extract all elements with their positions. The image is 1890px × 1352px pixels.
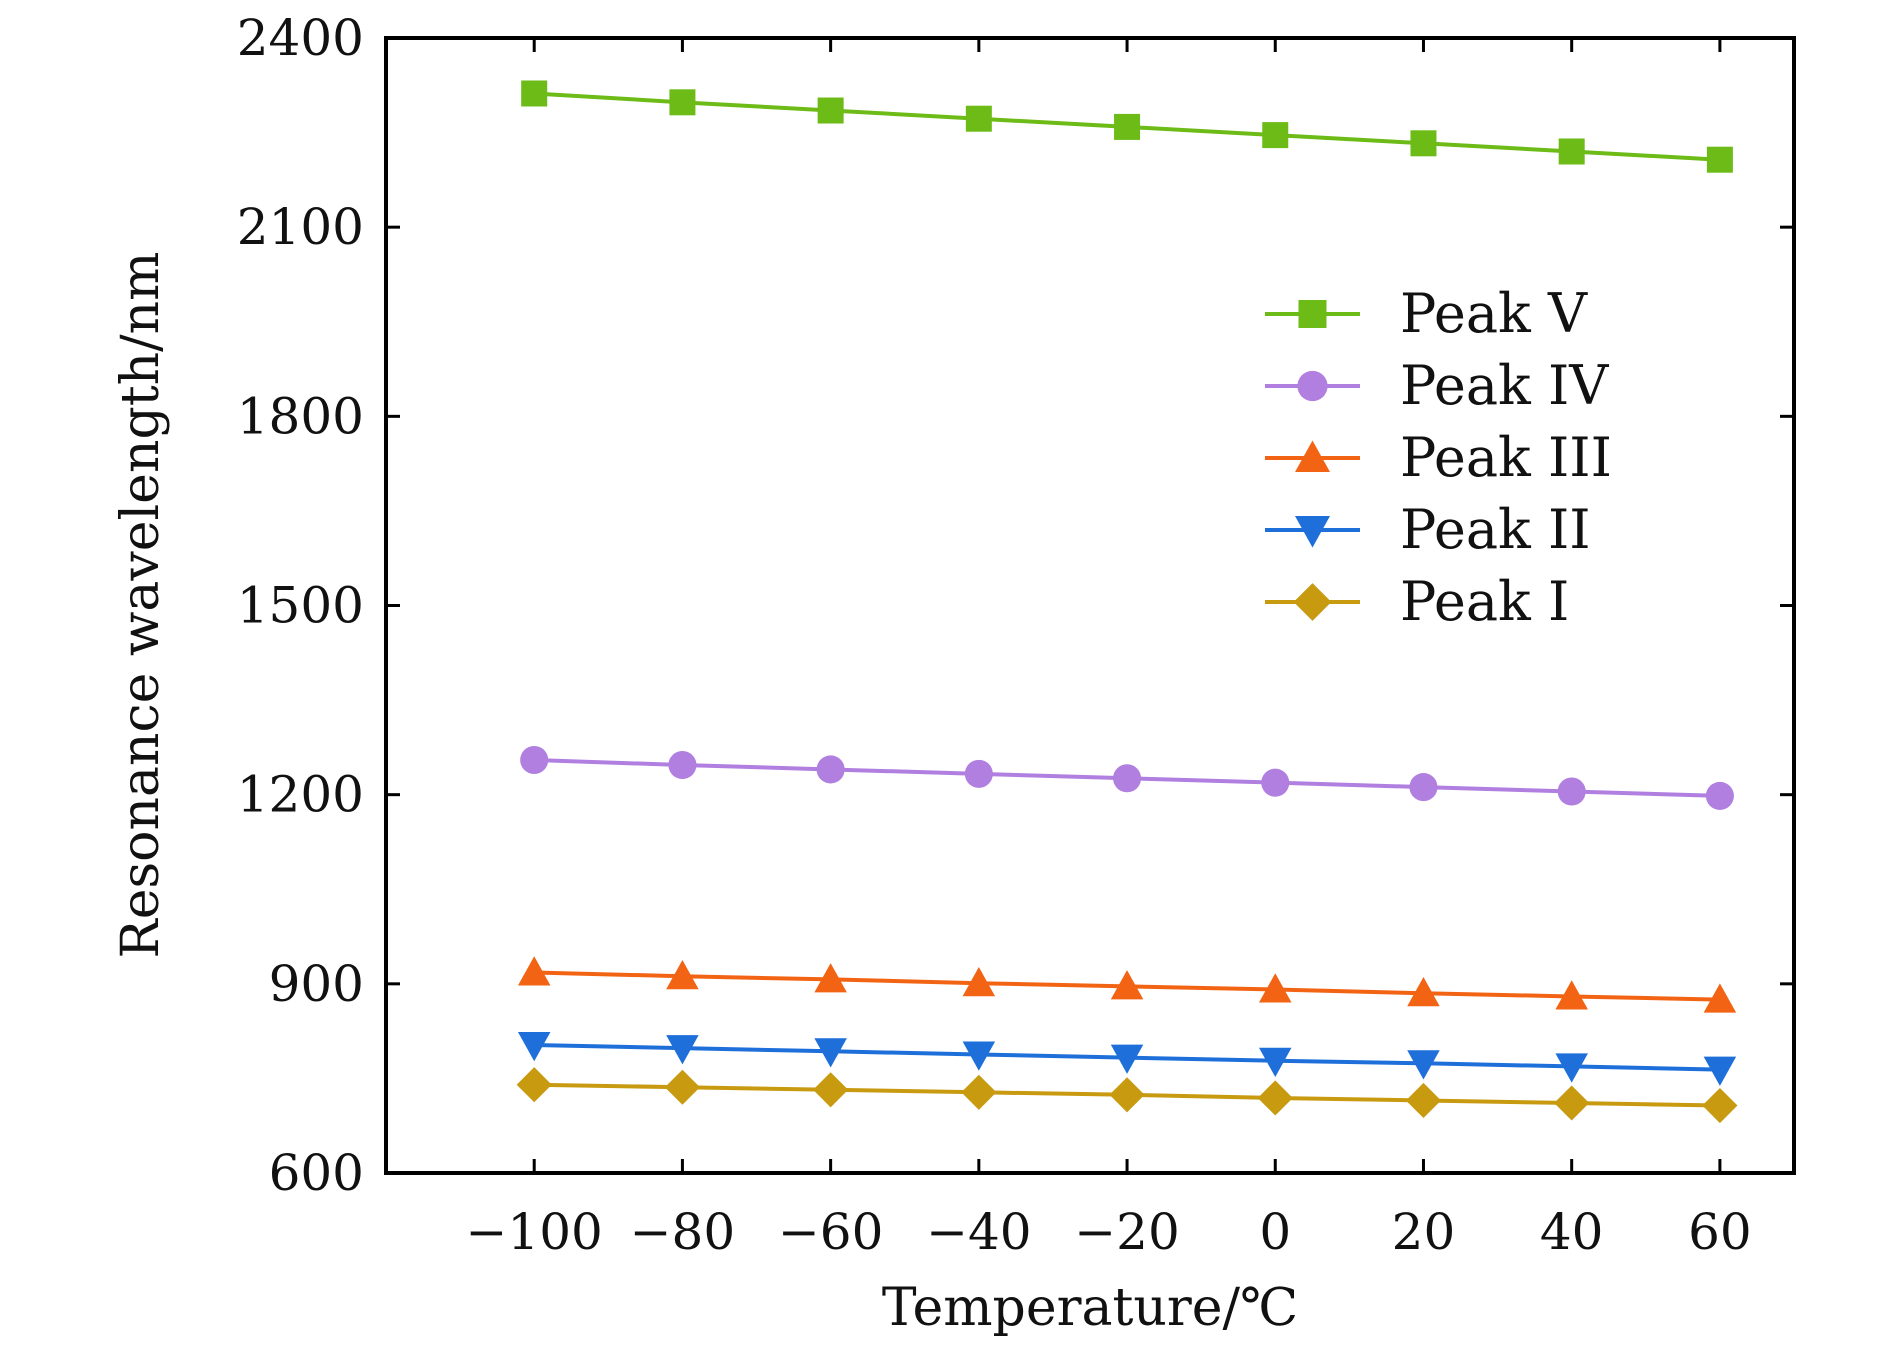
legend-label-peak-v: Peak V xyxy=(1400,282,1588,345)
data-point-peak-ii xyxy=(1259,1047,1292,1078)
data-point-peak-v xyxy=(965,105,992,132)
data-point-peak-iii xyxy=(814,963,847,993)
y-tick-label: 600 xyxy=(269,1144,364,1202)
data-point-peak-ii xyxy=(666,1035,699,1065)
legend-label-peak-iv: Peak IV xyxy=(1400,354,1609,417)
legend-label-peak-i: Peak I xyxy=(1400,570,1569,633)
data-point-peak-iv xyxy=(1113,764,1142,793)
data-point-peak-i xyxy=(1554,1085,1590,1121)
legend-label-peak-iii: Peak III xyxy=(1400,426,1612,489)
data-point-peak-i xyxy=(664,1069,700,1105)
data-point-peak-iii xyxy=(962,966,996,997)
data-point-peak-iii xyxy=(517,956,551,986)
legend: Peak V Peak IV Peak III Peak II Peak I xyxy=(1265,282,1612,633)
x-axis-title: Temperature/℃ xyxy=(882,1278,1298,1338)
x-tick-label: 0 xyxy=(1259,1203,1291,1261)
data-point-peak-ii xyxy=(962,1041,996,1071)
data-point-peak-iii xyxy=(1110,970,1144,1000)
y-tick-label: 2100 xyxy=(237,198,364,256)
data-point-peak-v xyxy=(521,80,548,107)
data-point-peak-v xyxy=(1410,130,1437,157)
y-tick-label: 1500 xyxy=(237,577,364,635)
data-point-peak-iv xyxy=(1705,781,1734,810)
data-point-peak-iii xyxy=(1259,973,1292,1003)
legend-label-peak-ii: Peak II xyxy=(1400,498,1591,561)
data-point-peak-iv xyxy=(520,745,549,775)
data-point-peak-iv xyxy=(1409,773,1438,802)
y-tick-label: 2400 xyxy=(237,9,364,67)
data-point-peak-ii xyxy=(814,1038,847,1068)
data-point-peak-ii xyxy=(1110,1044,1144,1074)
data-point-peak-iii xyxy=(1407,977,1440,1007)
data-point-peak-iv xyxy=(964,759,993,788)
data-point-peak-ii xyxy=(1407,1050,1440,1080)
x-tick-label: 40 xyxy=(1540,1203,1604,1261)
data-point-peak-i xyxy=(1109,1077,1145,1113)
data-point-peak-iii xyxy=(666,960,699,990)
x-tick-label: −60 xyxy=(778,1203,884,1261)
legend-marker-peak-iii xyxy=(1295,440,1330,472)
data-point-peak-v xyxy=(1558,138,1585,165)
data-point-peak-i xyxy=(516,1067,552,1103)
series-layer xyxy=(516,80,1738,1124)
data-point-peak-v xyxy=(669,89,696,116)
x-tick-label: −100 xyxy=(466,1203,603,1261)
x-tick-label: −40 xyxy=(926,1203,1032,1261)
data-point-peak-iv xyxy=(668,750,697,780)
data-point-peak-i xyxy=(1257,1080,1293,1116)
legend-marker-peak-iv xyxy=(1297,370,1328,402)
y-tick-label: 1800 xyxy=(237,387,364,445)
data-point-peak-v xyxy=(817,97,844,124)
y-tick-label: 900 xyxy=(269,955,364,1013)
data-point-peak-iv xyxy=(816,755,845,784)
x-tick-label: −80 xyxy=(630,1203,736,1261)
data-point-peak-i xyxy=(961,1074,997,1110)
ticks-layer: −100 −80 −60 −40 −20 0 20 40 60 600 900 1200 1500 180… xyxy=(237,9,1794,1261)
data-point-peak-iii xyxy=(1555,980,1588,1010)
y-axis-title: Resonance wavelength/nm xyxy=(111,252,171,959)
data-point-peak-iv xyxy=(1557,777,1586,806)
data-point-peak-v xyxy=(1262,122,1289,149)
data-point-peak-v xyxy=(1114,113,1141,140)
data-point-peak-i xyxy=(1702,1087,1738,1124)
data-point-peak-iii xyxy=(1703,983,1737,1013)
legend-marker-peak-i xyxy=(1293,583,1332,621)
data-point-peak-iv xyxy=(1261,768,1290,797)
data-point-peak-ii xyxy=(517,1031,551,1062)
x-tick-label: 60 xyxy=(1688,1203,1752,1261)
data-point-peak-i xyxy=(1405,1082,1442,1119)
data-point-peak-i xyxy=(813,1072,849,1108)
x-tick-label: 20 xyxy=(1392,1203,1456,1261)
y-tick-label: 1200 xyxy=(237,766,364,824)
x-tick-label: −20 xyxy=(1074,1203,1180,1261)
legend-marker-peak-v xyxy=(1298,300,1327,328)
data-point-peak-ii xyxy=(1555,1053,1588,1083)
data-point-peak-ii xyxy=(1703,1056,1737,1086)
legend-marker-peak-ii xyxy=(1295,516,1330,548)
data-point-peak-v xyxy=(1706,146,1733,173)
